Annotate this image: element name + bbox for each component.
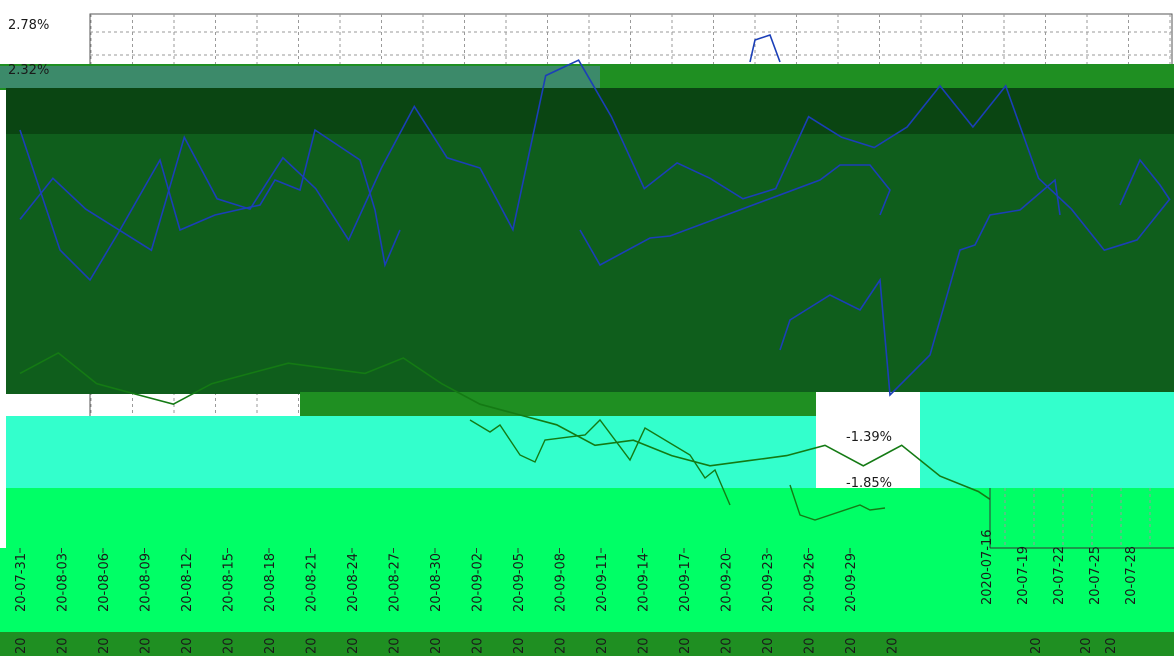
inset-background — [990, 488, 1174, 548]
series-line — [19, 59, 1171, 252]
series-line-fragment — [19, 128, 401, 282]
x-tick-label: 20-08-21 — [305, 553, 320, 612]
x-tick-label-fragment: 20 — [97, 637, 112, 654]
band-dark-strip — [6, 88, 1174, 112]
x-tick-label: 20-08-15 — [222, 553, 237, 612]
x-tick-label-fragment: 20 — [14, 637, 29, 654]
band-lime — [6, 488, 1174, 548]
x-tick-label: 20-09-11 — [595, 553, 610, 612]
y-tick-label: -1.39% — [846, 430, 892, 445]
band-mid-strip — [300, 392, 820, 416]
inset-x-tick-label: 20-07-28 — [1124, 546, 1139, 605]
x-tick-label: 20-09-08 — [554, 553, 569, 612]
x-tick-label-fragment: 20 — [512, 637, 527, 654]
inset-chart: 2020-07-16 20-07-19 20-07-22 20-07-25 20-07-… — [980, 488, 1174, 654]
series-line-fragment-4 — [1119, 158, 1171, 206]
band-dark-main — [6, 134, 1174, 394]
inset-x-tick-label: 20-07-22 — [1052, 546, 1067, 605]
x-tick-label-fragment: 20 — [222, 637, 237, 654]
series-lines — [19, 33, 1171, 534]
inset-x-tick-label: 20-07-25 — [1088, 546, 1103, 605]
series-line — [19, 351, 1171, 534]
y-tick-label: -1.85% — [846, 476, 892, 491]
band-bottom — [0, 632, 1174, 656]
x-axis-ticks: 20-07-31 20-08-03 20-08-06 20-08-09 20-08-12… — [14, 548, 901, 654]
x-tick-label-fragment: 20 — [346, 637, 361, 654]
series-line-green — [469, 418, 731, 506]
x-tick-label: 20-09-14 — [637, 553, 652, 612]
x-tick-label-fragment: 20 — [844, 637, 859, 654]
band-white-patch — [816, 392, 920, 488]
x-tick-label-fragment: 20 — [761, 637, 776, 654]
x-tick-label: 20-08-12 — [180, 553, 195, 612]
x-tick-label-fragment: 20 — [554, 637, 569, 654]
x-tick-label-fragment: 20 — [56, 637, 71, 654]
x-tick-label: 20-08-30 — [429, 553, 444, 612]
band-noise-strip — [0, 66, 600, 88]
x-tick-label-fragment: 20 — [263, 637, 278, 654]
band-lime-labels — [0, 578, 1174, 636]
x-tick-label-fragment: 20 — [720, 637, 735, 654]
x-tick-label: 20-08-18 — [263, 553, 278, 612]
x-tick-label: 20-09-23 — [761, 553, 776, 612]
band-mint-right — [920, 392, 1174, 488]
band-lime-axis — [0, 548, 1174, 578]
x-tick-label: 20-09-05 — [512, 553, 527, 612]
x-tick-label: 20-09-17 — [678, 553, 693, 612]
x-tick-label-fragment: 20 — [678, 637, 693, 654]
x-tick-label: 20-09-26 — [803, 553, 818, 612]
x-tick-label: 20-09-29 — [844, 553, 859, 612]
x-tick-label-fragment: 20 — [471, 637, 486, 654]
x-tick-label-fragment: 20 — [305, 637, 320, 654]
x-tick-label: 20-07-31 — [14, 553, 29, 612]
band-dark-strip-2 — [6, 112, 1174, 136]
x-tick-label: 20-08-09 — [139, 553, 154, 612]
inset-x-tick-label: 20-07-19 — [1016, 546, 1031, 605]
x-tick-label-fragment: 20 — [139, 637, 154, 654]
x-tick-label-fragment: 20 — [388, 637, 403, 654]
x-tick-label: 20-09-02 — [471, 553, 486, 612]
inset-x-tick-fragment: 20 — [1029, 637, 1044, 654]
x-tick-label-fragment: 20 — [886, 637, 901, 654]
inset-x-tick-fragment: 20 — [1104, 637, 1119, 654]
x-tick-label-fragment: 20 — [595, 637, 610, 654]
y-tick-label: 2.78% — [8, 18, 49, 33]
inset-x-tick-fragment: 20 — [1079, 637, 1094, 654]
series-line-peak — [749, 33, 781, 63]
x-tick-label-fragment: 20 — [637, 637, 652, 654]
x-tick-label: 20-09-20 — [720, 553, 735, 612]
y-tick-label: 2.32% — [8, 63, 49, 78]
x-tick-label-fragment: 20 — [803, 637, 818, 654]
y-axis-ticks: 2.78% 2.32% -1.39% -1.85% — [8, 18, 892, 491]
x-tick-label-fragment: 20 — [429, 637, 444, 654]
series-line-green-2 — [789, 484, 886, 521]
inset-x-tick-label: 2020-07-16 — [980, 529, 995, 605]
x-tick-label: 20-08-27 — [388, 553, 403, 612]
x-tick-label: 20-08-03 — [56, 553, 71, 612]
series-line-fragment-3 — [779, 178, 1061, 397]
x-tick-label: 20-08-06 — [97, 553, 112, 612]
x-tick-label: 20-08-24 — [346, 553, 361, 612]
series-line-fragment-2 — [579, 164, 891, 267]
glitch-bands — [0, 64, 1174, 656]
x-tick-label-fragment: 20 — [180, 637, 195, 654]
